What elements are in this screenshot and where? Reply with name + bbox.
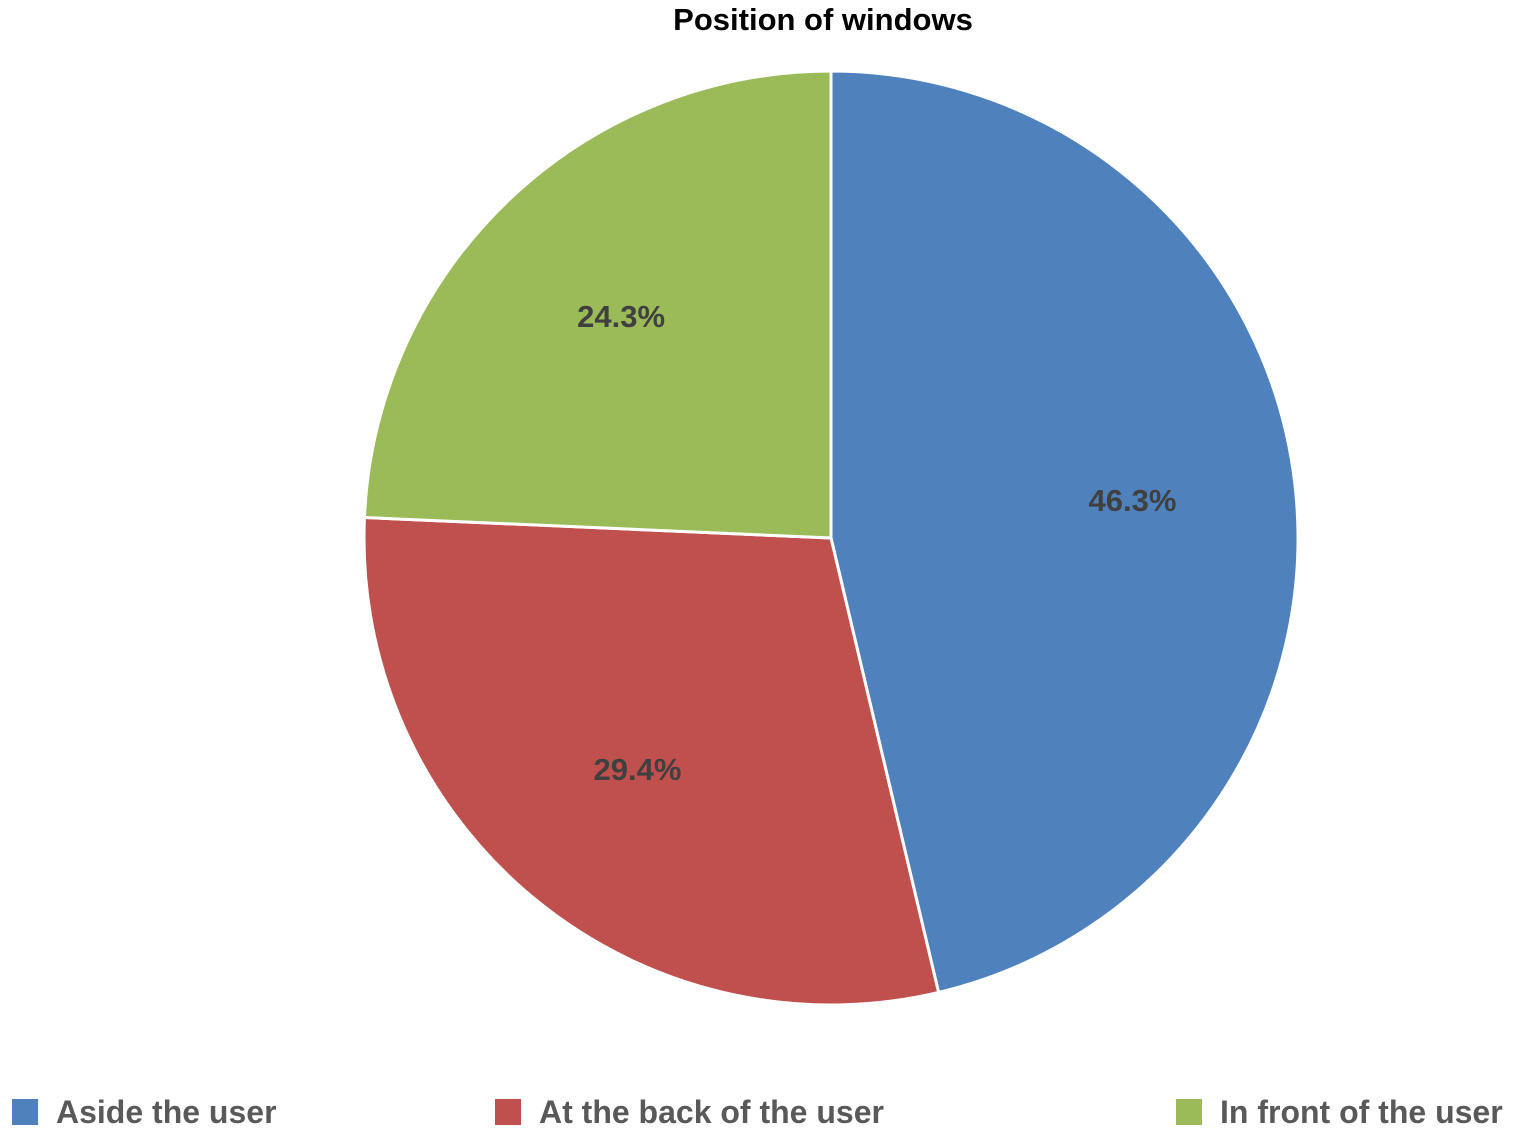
pie-slice-at-the-back-of-the-user — [362, 515, 941, 1007]
legend-swatch — [12, 1099, 38, 1125]
legend-label: Aside the user — [56, 1093, 277, 1130]
legend-swatch — [1176, 1099, 1202, 1125]
pie-slices — [362, 69, 1300, 1007]
pie-slice-aside-the-user — [829, 69, 1300, 994]
pie-data-labels: 46.3% 29.4% 24.3% — [577, 299, 1176, 787]
data-label: 29.4% — [594, 752, 682, 787]
legend-label: In front of the user — [1220, 1093, 1503, 1130]
legend-item-aside-the-user: Aside the user — [12, 1092, 277, 1132]
legend-item-at-the-back-of-the-user: At the back of the user — [495, 1092, 884, 1132]
data-label: 24.3% — [577, 299, 665, 334]
legend-swatch — [495, 1099, 521, 1125]
pie-slice-in-front-of-the-user — [362, 69, 833, 540]
data-label: 46.3% — [1089, 483, 1177, 518]
chart-title: Position of windows — [673, 2, 973, 37]
legend-item-in-front-of-the-user: In front of the user — [1176, 1092, 1503, 1132]
legend-label: At the back of the user — [539, 1093, 884, 1130]
